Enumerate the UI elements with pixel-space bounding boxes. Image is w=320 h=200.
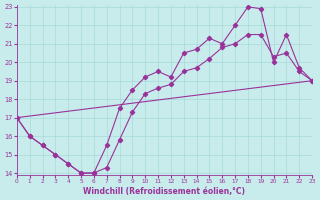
X-axis label: Windchill (Refroidissement éolien,°C): Windchill (Refroidissement éolien,°C)	[84, 187, 245, 196]
